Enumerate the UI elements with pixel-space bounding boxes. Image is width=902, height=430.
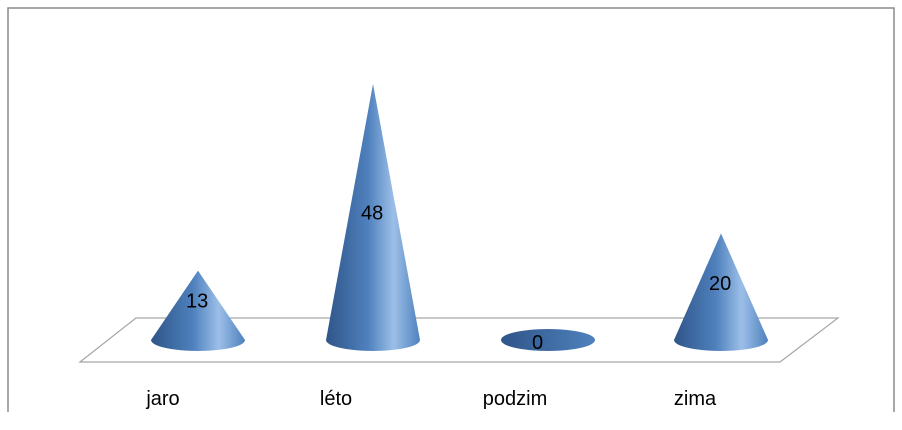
data-label-léto: 48 bbox=[361, 203, 383, 225]
data-label-jaro: 13 bbox=[186, 290, 208, 312]
cones-group bbox=[151, 84, 768, 351]
category-label-zima: zima bbox=[674, 388, 717, 410]
chart-floor bbox=[78, 317, 840, 363]
cone-zima bbox=[674, 233, 768, 351]
cone-base-disc bbox=[501, 329, 595, 351]
data-labels-group: 13 48 0 20 bbox=[186, 203, 731, 354]
cone-léto bbox=[326, 84, 420, 351]
cone-podzim bbox=[501, 329, 595, 351]
category-labels-group: jaro léto podzim zima bbox=[145, 388, 717, 410]
category-label-léto: léto bbox=[320, 388, 352, 410]
category-label-jaro: jaro bbox=[145, 388, 179, 410]
cone-body bbox=[674, 233, 768, 351]
category-label-podzim: podzim bbox=[483, 388, 547, 410]
cone-body bbox=[326, 84, 420, 351]
cone-body bbox=[151, 270, 245, 351]
data-label-podzim: 0 bbox=[532, 332, 543, 354]
chart-border bbox=[7, 7, 895, 412]
data-label-zima: 20 bbox=[709, 273, 731, 295]
cone-jaro bbox=[151, 270, 245, 351]
